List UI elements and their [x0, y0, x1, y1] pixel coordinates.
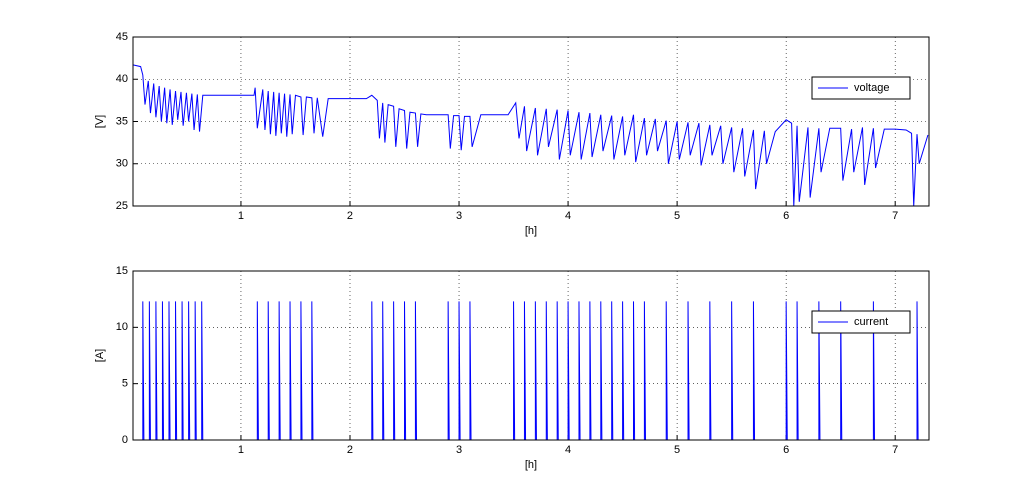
y-tick-label: 30 [116, 158, 128, 170]
y-tick-label: 0 [122, 434, 128, 446]
y-tick-label: 25 [116, 200, 128, 212]
x-tick-label: 4 [565, 444, 571, 456]
y-tick-label: 15 [116, 265, 128, 277]
x-tick-label: 1 [238, 210, 244, 222]
y-axis-label: [V] [94, 115, 106, 128]
x-tick-label: 4 [565, 210, 571, 222]
x-tick-label: 6 [783, 444, 789, 456]
y-tick-label: 35 [116, 115, 128, 127]
x-tick-label: 1 [238, 444, 244, 456]
legend-label: voltage [854, 82, 889, 94]
y-tick-label: 5 [122, 378, 128, 390]
series-line [132, 64, 929, 207]
x-tick-label: 3 [456, 444, 462, 456]
x-tick-label: 6 [783, 210, 789, 222]
y-tick-label: 10 [116, 321, 128, 333]
y-axis-label: [A] [94, 349, 106, 362]
x-tick-label: 2 [347, 210, 353, 222]
x-tick-label: 7 [892, 210, 898, 222]
legend-label: current [854, 316, 888, 328]
y-tick-label: 45 [116, 31, 128, 43]
x-tick-label: 2 [347, 444, 353, 456]
axes-box [132, 270, 930, 441]
x-tick-label: 5 [674, 444, 680, 456]
plot-area [133, 271, 929, 440]
x-tick-label: 7 [892, 444, 898, 456]
legend-box [811, 76, 911, 100]
legend-box [811, 310, 911, 334]
x-tick-label: 5 [674, 210, 680, 222]
y-tick-label: 40 [116, 73, 128, 85]
x-axis-label: [h] [525, 225, 537, 237]
x-tick-label: 3 [456, 210, 462, 222]
axes-box [132, 36, 930, 207]
x-axis-label: [h] [525, 459, 537, 471]
